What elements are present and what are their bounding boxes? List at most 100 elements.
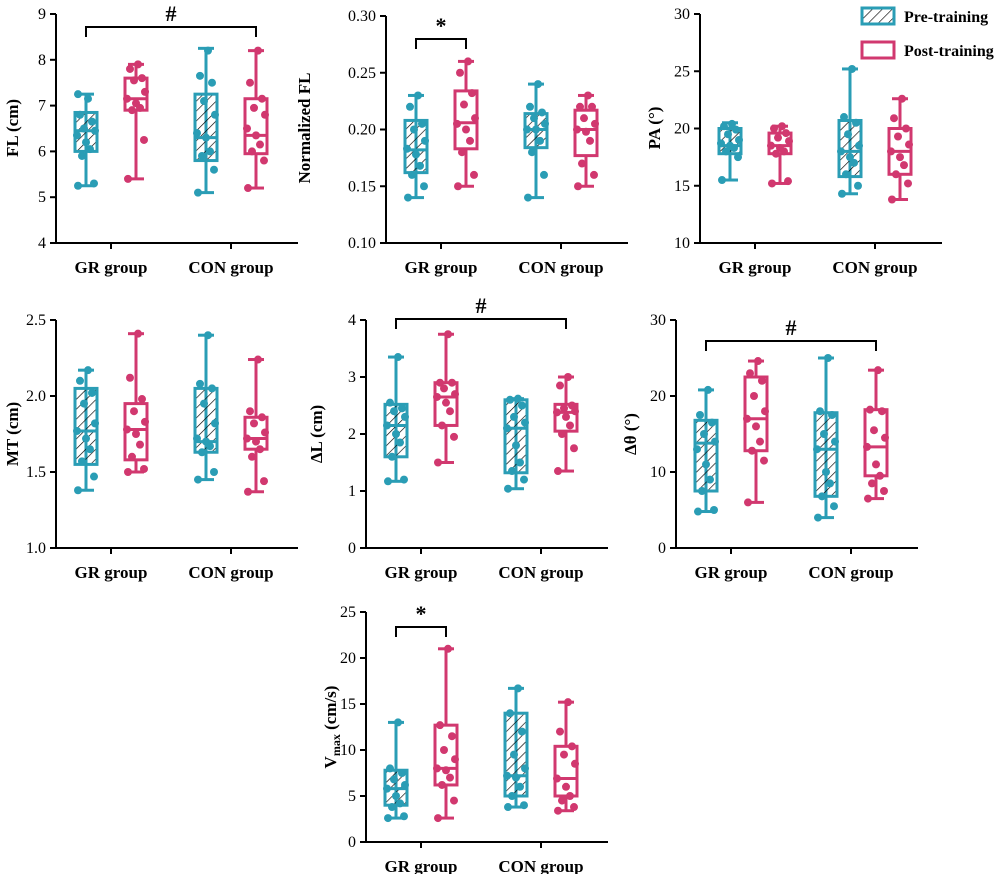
data-point	[820, 430, 828, 438]
data-point	[444, 644, 452, 653]
data-point	[813, 445, 821, 454]
data-point	[246, 78, 254, 87]
data-point	[193, 434, 201, 443]
data-point	[718, 176, 726, 185]
box-pre-con	[193, 46, 219, 197]
data-point	[576, 102, 584, 111]
x-category-label: CON group	[808, 563, 893, 582]
y-tick-label: 20	[674, 121, 690, 138]
data-point	[392, 792, 400, 800]
data-point	[887, 147, 895, 156]
data-point	[894, 132, 902, 141]
box-post-con	[553, 698, 579, 815]
data-point	[396, 438, 404, 447]
data-point	[433, 392, 441, 401]
data-point	[514, 684, 522, 693]
data-point	[134, 60, 142, 69]
data-point	[700, 430, 708, 438]
data-point	[570, 803, 578, 812]
data-point	[468, 89, 476, 98]
data-point	[512, 773, 520, 782]
box-post-con	[863, 366, 889, 503]
data-point	[418, 119, 426, 128]
box-pre-con	[813, 354, 839, 522]
data-point	[200, 97, 208, 106]
data-point	[246, 407, 254, 416]
y-tick-label: 6	[38, 143, 46, 160]
data-point	[508, 467, 516, 476]
data-point	[211, 419, 219, 428]
data-point	[404, 193, 412, 202]
data-point	[556, 727, 564, 736]
y-tick-label: 1.0	[26, 540, 46, 557]
data-point	[258, 413, 266, 422]
data-point	[541, 119, 549, 128]
data-point	[388, 803, 396, 812]
data-point	[506, 395, 514, 404]
data-point	[540, 170, 548, 179]
data-point	[456, 68, 464, 77]
legend: Pre-training Post-training	[860, 6, 994, 60]
data-point	[91, 126, 99, 135]
data-point	[750, 392, 758, 400]
y-tick-label: 5	[38, 189, 46, 206]
data-point	[260, 156, 268, 165]
y-axis-label: Normalized FL	[295, 73, 314, 184]
y-tick-label: 0	[348, 540, 356, 557]
data-point	[776, 143, 784, 152]
box-post-con	[243, 46, 269, 193]
data-point	[261, 428, 269, 437]
data-point	[566, 421, 574, 430]
data-point	[464, 57, 472, 66]
x-category-label: GR group	[385, 563, 458, 582]
data-point	[902, 124, 910, 133]
data-point	[80, 124, 88, 133]
data-point	[438, 780, 446, 789]
box-pre-gr	[403, 91, 429, 202]
data-point	[88, 117, 96, 126]
data-point	[696, 411, 704, 419]
y-tick-label: 1	[348, 483, 356, 500]
y-tick-label: 0.15	[348, 178, 376, 195]
data-point	[408, 170, 416, 179]
data-point	[252, 437, 260, 446]
data-point	[554, 467, 562, 476]
data-point	[830, 502, 838, 511]
data-point	[717, 139, 725, 148]
data-point	[243, 434, 251, 443]
data-point	[876, 471, 884, 480]
box-pre-gr	[73, 90, 99, 190]
data-point	[831, 437, 839, 446]
data-point	[784, 177, 792, 186]
data-point	[401, 780, 409, 789]
x-category-label: CON group	[188, 563, 273, 582]
data-point	[390, 407, 398, 416]
data-point	[514, 394, 522, 403]
data-point	[466, 136, 474, 145]
chart-panel-4: 1.0 1.5 2.0 2.5 GR group CON group MT (cm)	[3, 312, 298, 582]
chart-panel-7: 0 5 10 15 20 25 GR group CON group Vmax (cm/s) *	[321, 601, 608, 874]
data-point	[388, 452, 396, 461]
data-point	[905, 140, 913, 149]
data-point	[412, 150, 420, 159]
data-point	[578, 159, 586, 168]
data-point	[410, 125, 418, 134]
y-tick-label: 2	[348, 426, 356, 443]
data-point	[256, 445, 264, 454]
y-tick-label: 4	[348, 312, 356, 329]
data-point	[448, 732, 456, 741]
legend-post-swatch	[860, 40, 896, 60]
data-point	[556, 381, 564, 390]
data-point	[570, 444, 578, 453]
y-axis-label: PA (°)	[645, 107, 664, 150]
x-category-label: GR group	[385, 857, 458, 874]
box-pre-gr	[73, 366, 99, 495]
y-tick-label: 0.20	[348, 122, 376, 139]
data-point	[814, 513, 822, 522]
y-tick-label: 4	[38, 235, 46, 252]
data-point	[198, 151, 206, 160]
y-axis-label-subscript: max	[329, 734, 343, 756]
data-point	[503, 771, 511, 780]
data-point	[196, 379, 204, 388]
